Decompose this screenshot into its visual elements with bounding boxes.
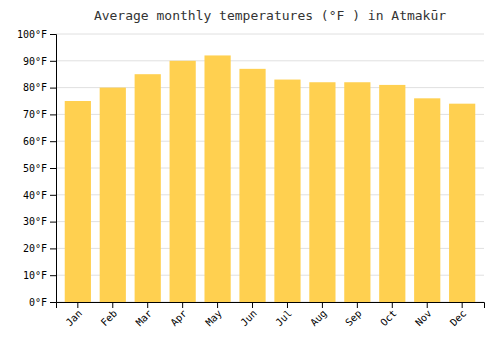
bar <box>239 69 265 302</box>
tick-mark <box>392 302 393 308</box>
y-tick: 10°F <box>23 270 56 281</box>
tick-label: 70°F <box>23 109 47 120</box>
chart-container: 0°F 10°F 20°F 30°F 40°F 50°F 60°F 70°F 80°F 90°F 1… <box>0 0 500 350</box>
tick-mark <box>50 195 56 196</box>
y-tick: 100°F <box>17 29 56 40</box>
bar <box>274 80 300 302</box>
y-tick: 40°F <box>23 190 56 201</box>
y-tick: 60°F <box>23 136 56 147</box>
bar <box>309 82 335 302</box>
tick-label: May <box>203 308 224 329</box>
y-tick: 80°F <box>23 82 56 93</box>
y-tick: 30°F <box>23 216 56 227</box>
bars <box>65 55 476 302</box>
tick-label: 0°F <box>29 297 47 308</box>
tick-label: Jul <box>273 308 294 329</box>
tick-mark <box>462 302 463 308</box>
bar <box>100 88 126 302</box>
tick-mark <box>50 168 56 169</box>
tick-label: Oct <box>378 308 399 329</box>
tick-label: 30°F <box>23 216 47 227</box>
tick-mark <box>182 302 183 308</box>
tick-label: 10°F <box>23 270 47 281</box>
tick-mark <box>77 302 78 308</box>
tick-label: 90°F <box>23 56 47 67</box>
tick-label: 100°F <box>17 29 47 40</box>
bar <box>449 104 475 302</box>
bar <box>65 101 91 302</box>
bar <box>379 85 405 302</box>
tick-label: Sep <box>343 308 364 329</box>
tick-mark <box>50 88 56 89</box>
tick-label: Apr <box>168 308 189 329</box>
tick-mark <box>217 302 218 308</box>
tick-mark <box>50 141 56 142</box>
tick-mark <box>287 302 288 308</box>
tick-mark <box>50 114 56 115</box>
x-tick: Mar <box>134 302 155 328</box>
y-tick: 0°F <box>29 297 56 308</box>
tick-label: 80°F <box>23 82 47 93</box>
x-tick: Jan <box>64 302 85 328</box>
x-tick: Aug <box>308 302 329 328</box>
tick-mark <box>427 302 428 308</box>
tick-label: Jun <box>238 308 259 329</box>
grid <box>56 34 484 302</box>
y-tick: 90°F <box>23 56 56 67</box>
tick-label: Feb <box>99 308 120 329</box>
tick-mark <box>357 302 358 308</box>
x-tick: Jun <box>238 302 259 328</box>
tick-mark <box>112 302 113 308</box>
tick-mark <box>147 302 148 308</box>
tick-mark <box>50 275 56 276</box>
tick-mark <box>50 34 56 35</box>
x-tick: Dec <box>448 302 469 328</box>
tick-label: Mar <box>134 308 155 329</box>
chart-svg: 0°F 10°F 20°F 30°F 40°F 50°F 60°F 70°F 80°F 90°F 1… <box>0 0 500 350</box>
bar <box>414 98 440 302</box>
title: Average monthly temperatures (°F ) in At… <box>94 8 446 23</box>
y-tick: 70°F <box>23 109 56 120</box>
y-axis: 0°F 10°F 20°F 30°F 40°F 50°F 60°F 70°F 80°F 90°F 1… <box>17 29 57 308</box>
bar <box>344 82 370 302</box>
x-tick: Apr <box>168 302 189 328</box>
x-tick: Oct <box>378 302 399 328</box>
bar <box>135 74 161 302</box>
tick-mark <box>252 302 253 308</box>
bar <box>204 55 230 302</box>
axis-line <box>50 35 57 303</box>
tick-label: Aug <box>308 308 329 329</box>
x-tick: Sep <box>343 302 364 328</box>
tick-mark <box>50 248 56 249</box>
tick-label: Dec <box>448 308 469 329</box>
y-tick: 50°F <box>23 163 56 174</box>
tick-mark <box>322 302 323 308</box>
grid-line <box>56 34 484 35</box>
x-tick: Nov <box>413 302 434 328</box>
tick-mark <box>50 61 56 62</box>
tick-label: Nov <box>413 308 434 329</box>
tick-label: 50°F <box>23 163 47 174</box>
tick-label: 60°F <box>23 136 47 147</box>
x-tick: Feb <box>99 302 120 328</box>
tick-mark <box>50 302 56 303</box>
tick-label: Jan <box>64 308 85 329</box>
x-tick: Jul <box>273 302 294 328</box>
bar <box>170 61 196 302</box>
tick-label: 40°F <box>23 190 47 201</box>
grid-line <box>56 60 484 61</box>
y-tick: 20°F <box>23 243 56 254</box>
x-tick: May <box>203 302 224 328</box>
tick-mark <box>50 222 56 223</box>
plot-area: 0°F 10°F 20°F 30°F 40°F 50°F 60°F 70°F 80°F 90°F 1… <box>17 29 485 329</box>
tick-label: 20°F <box>23 243 47 254</box>
axis-line <box>57 303 485 309</box>
x-axis: Jan Feb Mar Apr May Jun Jul Aug Sep Oct Nov Dec <box>57 302 485 328</box>
